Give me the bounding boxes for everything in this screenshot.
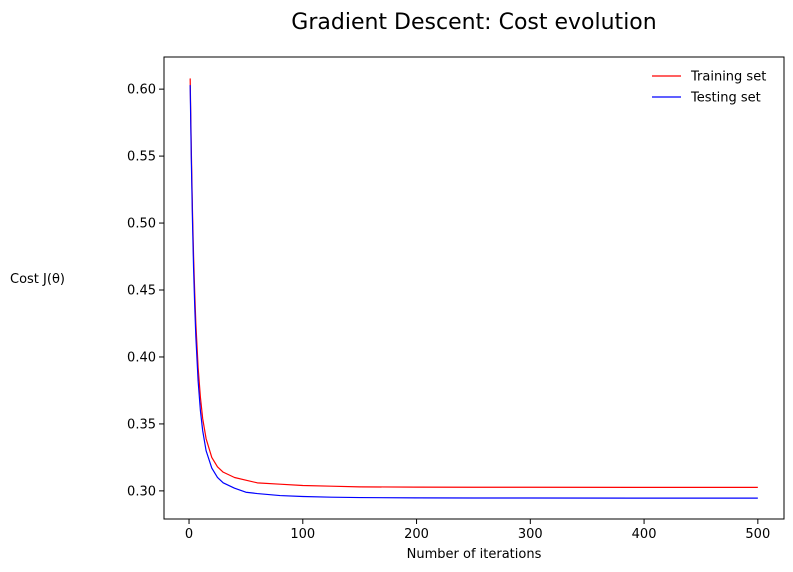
y-tick-label: 0.60 [127, 83, 156, 98]
plot-frame [163, 56, 785, 520]
y-tick-label: 0.40 [127, 350, 156, 365]
y-tick-label: 0.35 [127, 417, 156, 432]
chart-title: Gradient Descent: Cost evolution [291, 10, 656, 35]
legend-label: Training set [690, 70, 766, 85]
x-tick-label: 200 [404, 527, 429, 542]
legend-label: Testing set [690, 91, 761, 106]
series-line-testing-set [189, 85, 758, 499]
y-tick-label: 0.55 [127, 150, 156, 165]
legend: Training set Testing set [652, 70, 766, 106]
x-tick-label: 500 [745, 527, 770, 542]
y-axis-label: Cost J(θ) [10, 272, 65, 287]
y-tick-label: 0.45 [127, 284, 156, 299]
x-tick-label: 0 [185, 527, 193, 542]
y-tick-label: 0.30 [127, 484, 156, 499]
y-tick-label: 0.50 [127, 217, 156, 232]
x-tick-label: 100 [290, 527, 315, 542]
x-axis-label: Number of iterations [407, 547, 542, 562]
x-tick-label: 300 [518, 527, 543, 542]
x-tick-label: 400 [632, 527, 657, 542]
